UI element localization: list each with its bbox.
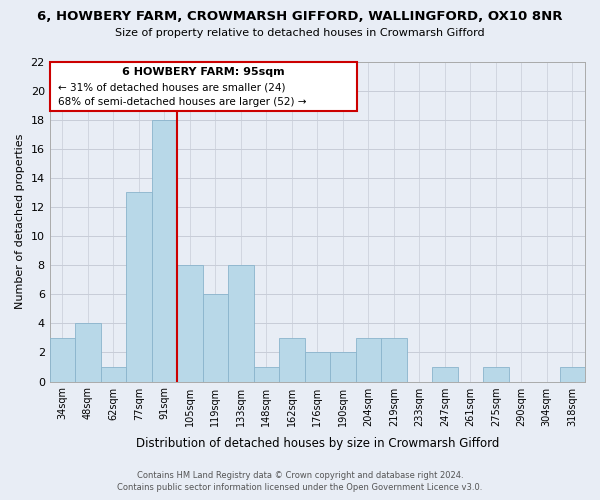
Bar: [152, 120, 177, 382]
Bar: [203, 294, 228, 382]
Bar: [126, 192, 152, 382]
Text: Contains HM Land Registry data © Crown copyright and database right 2024.
Contai: Contains HM Land Registry data © Crown c…: [118, 471, 482, 492]
Bar: [279, 338, 305, 382]
Bar: [483, 367, 509, 382]
Text: 6 HOWBERY FARM: 95sqm: 6 HOWBERY FARM: 95sqm: [122, 68, 285, 78]
Text: Size of property relative to detached houses in Crowmarsh Gifford: Size of property relative to detached ho…: [115, 28, 485, 38]
Bar: [381, 338, 407, 382]
Bar: [356, 338, 381, 382]
X-axis label: Distribution of detached houses by size in Crowmarsh Gifford: Distribution of detached houses by size …: [136, 437, 499, 450]
Bar: [305, 352, 330, 382]
Bar: [50, 338, 75, 382]
Bar: [432, 367, 458, 382]
Bar: [177, 265, 203, 382]
Bar: [75, 324, 101, 382]
Bar: [330, 352, 356, 382]
Bar: [101, 367, 126, 382]
Bar: [560, 367, 585, 382]
FancyBboxPatch shape: [50, 62, 358, 111]
Y-axis label: Number of detached properties: Number of detached properties: [15, 134, 25, 309]
Text: ← 31% of detached houses are smaller (24): ← 31% of detached houses are smaller (24…: [58, 82, 285, 92]
Bar: [254, 367, 279, 382]
Text: 68% of semi-detached houses are larger (52) →: 68% of semi-detached houses are larger (…: [58, 96, 306, 106]
Bar: [228, 265, 254, 382]
Text: 6, HOWBERY FARM, CROWMARSH GIFFORD, WALLINGFORD, OX10 8NR: 6, HOWBERY FARM, CROWMARSH GIFFORD, WALL…: [37, 10, 563, 23]
